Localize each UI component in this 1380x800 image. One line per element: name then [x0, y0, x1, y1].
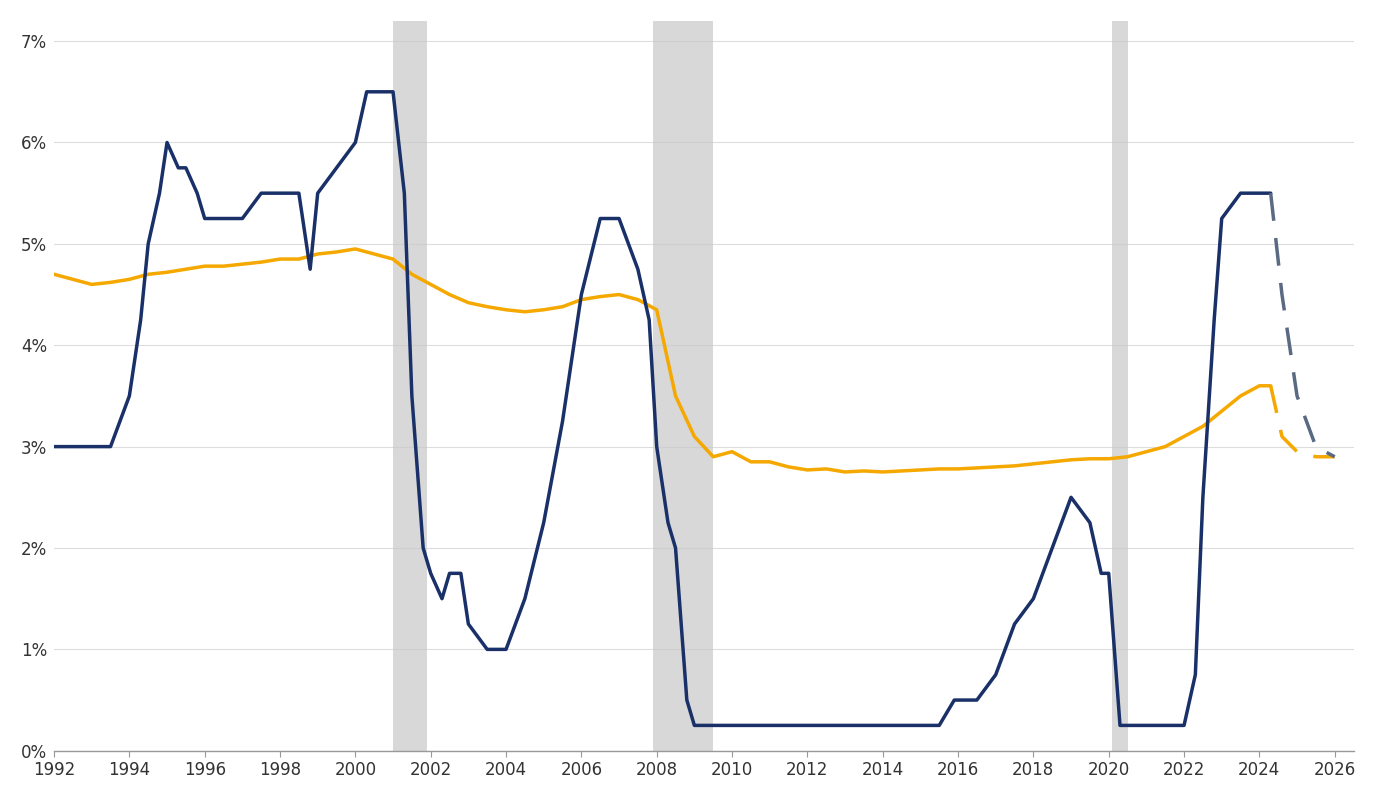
- Bar: [1112, 21, 1127, 750]
- Bar: [653, 21, 713, 750]
- Bar: [393, 21, 426, 750]
